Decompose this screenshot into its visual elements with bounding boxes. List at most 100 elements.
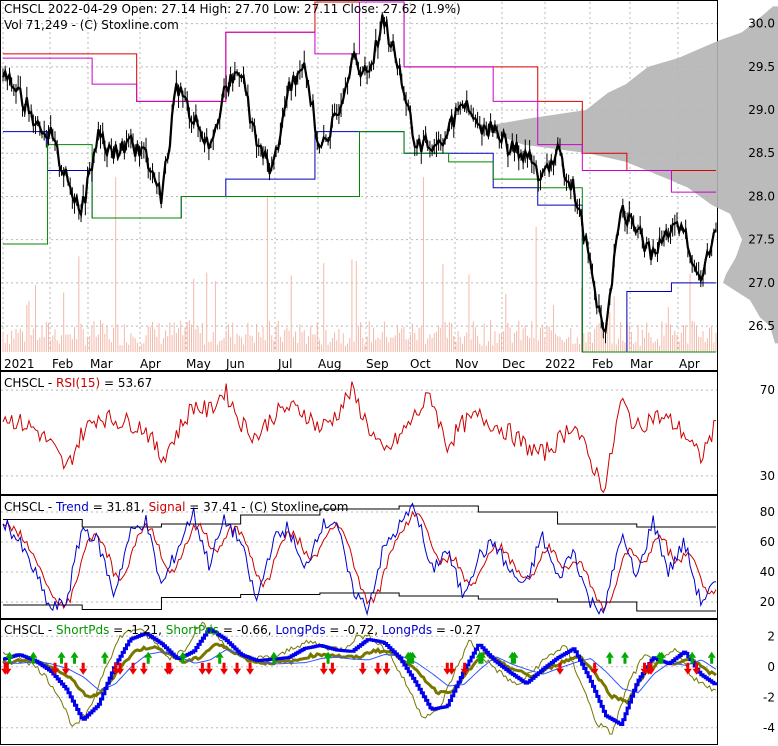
pds-legend: CHSCL - ShortPds = -1.21, ShortPds = -0.… (4, 623, 481, 637)
stoch-panel: CHSCL - Trend = 31.81, Signal = 37.41 - … (0, 495, 775, 619)
arrow-down-stem (694, 662, 698, 669)
arrow-down-stem (114, 662, 118, 669)
price-x-tick: 2021 (4, 357, 35, 371)
band-magenta-line (3, 1, 716, 193)
pds-legend-short2-value: = -0.66, (219, 623, 275, 637)
arrow-down-icon (116, 668, 125, 675)
pds-legend-short2: ShortPds (166, 623, 219, 637)
arrow-up-stem (658, 657, 662, 664)
arrow-down-icon (555, 668, 564, 675)
price-y-tick: 29.0 (748, 103, 775, 117)
pds-y-tick: -4 (763, 721, 775, 735)
arrow-down-stem (166, 662, 170, 669)
arrow-down-icon (61, 668, 70, 675)
stoch-legend: CHSCL - Trend = 31.81, Signal = 37.41 - … (4, 500, 349, 514)
pds-legend-long2-value: = -0.27 (432, 623, 481, 637)
stoch-legend-signal-value: = 37.41 - (C) Stoxline.com (185, 500, 348, 514)
arrow-up-icon (324, 651, 333, 658)
arrow-down-stem (361, 662, 365, 669)
arrow-up-icon (269, 651, 278, 658)
arrow-up-stem (181, 657, 185, 664)
pds-legend-long2: LongPds (382, 623, 432, 637)
arrow-down-icon (328, 668, 337, 675)
arrow-up-icon (688, 651, 697, 658)
price-x-tick: Feb (592, 357, 613, 371)
rsi-legend-indicator: RSI(15) (56, 376, 100, 390)
arrow-up-stem (512, 657, 516, 664)
arrow-up-icon (620, 651, 629, 658)
arrow-down-stem (248, 662, 252, 669)
longpds-line-1 (3, 627, 718, 726)
pds-legend-long1: LongPds (275, 623, 325, 637)
price-x-tick: Aug (318, 357, 341, 371)
arrow-down-icon (683, 668, 692, 675)
trend-line (2, 502, 717, 616)
arrow-down-stem (3, 662, 7, 669)
arrow-down-icon (139, 668, 148, 675)
price-x-axis: 2021 Feb Mar Apr May Jun Jul Aug Sep Oct Nov Dec 202… (4, 357, 700, 371)
arrow-up-stem (8, 657, 12, 664)
price-x-tick: Nov (455, 357, 478, 371)
pds-y-axis: 2 0 -2 -4 (763, 629, 775, 735)
stoch-y-tick: 80 (760, 505, 775, 519)
arrow-up-icon (707, 651, 716, 658)
price-y-tick: 30.0 (748, 17, 775, 31)
arrow-down-stem (222, 662, 226, 669)
header-volume-line: Vol 71,249 - (C) Stoxline.com (4, 18, 179, 32)
price-panel: CHSCL 2022-04-29 Open: 27.14 High: 27.70… (0, 0, 778, 371)
arrow-down-stem (81, 662, 85, 669)
arrow-up-icon (57, 651, 66, 658)
arrow-up-stem (103, 657, 107, 664)
price-x-tick: Oct (410, 357, 431, 371)
arrow-down-stem (445, 662, 449, 669)
arrow-up-stem (510, 657, 514, 664)
arrow-down-stem (200, 662, 204, 669)
arrow-down-icon (198, 668, 207, 675)
arrow-up-stem (272, 657, 276, 664)
pds-legend-prefix: CHSCL - (4, 623, 56, 637)
arrow-up-stem (411, 657, 415, 664)
stoch-legend-signal: Signal (149, 500, 186, 514)
arrow-down-stem (235, 662, 239, 669)
arrow-down-icon (165, 668, 174, 675)
pds-series (2, 621, 718, 735)
stoch-envelope-bottom (3, 592, 716, 612)
arrow-down-stem (322, 662, 326, 669)
rsi-y-tick: 70 (760, 383, 775, 397)
pds-arrows (1, 651, 716, 675)
arrow-up-stem (690, 657, 694, 664)
arrow-up-icon (408, 651, 417, 658)
header-quote-line: CHSCL 2022-04-29 Open: 27.14 High: 27.70… (4, 2, 461, 16)
price-y-tick: 28.0 (748, 189, 775, 203)
arrow-down-icon (204, 668, 213, 675)
price-x-tick: Mar (630, 357, 653, 371)
shortpds-line-2 (2, 642, 717, 706)
rsi-legend-value: = 53.67 (100, 376, 152, 390)
pds-y-tick: -2 (763, 690, 775, 704)
arrow-up-stem (406, 657, 410, 664)
arrow-down-stem (168, 662, 172, 669)
price-y-tick: 29.5 (748, 60, 775, 74)
arrow-down-stem (450, 662, 454, 669)
arrow-up-stem (608, 657, 612, 664)
volume-profile (478, 6, 778, 344)
arrow-up-stem (480, 657, 484, 664)
arrow-down-stem (131, 662, 135, 669)
arrow-up-icon (144, 651, 153, 658)
price-y-tick: 27.0 (748, 276, 775, 290)
rsi-line (2, 381, 717, 494)
pds-legend-short1: ShortPds (56, 623, 109, 637)
rsi-legend-prefix: CHSCL - (4, 376, 56, 390)
arrow-down-icon (646, 668, 655, 675)
arrow-up-stem (326, 657, 330, 664)
arrow-up-stem (408, 657, 412, 664)
price-x-tick: Dec (502, 357, 525, 371)
pds-panel: CHSCL - ShortPds = -1.21, ShortPds = -0.… (0, 619, 775, 745)
arrow-down-icon (447, 668, 456, 675)
stoch-y-tick: 60 (760, 535, 775, 549)
arrow-up-icon (178, 651, 187, 658)
arrow-down-icon (319, 668, 328, 675)
rsi-grid (1, 389, 717, 477)
pds-y-tick: 0 (767, 660, 775, 674)
